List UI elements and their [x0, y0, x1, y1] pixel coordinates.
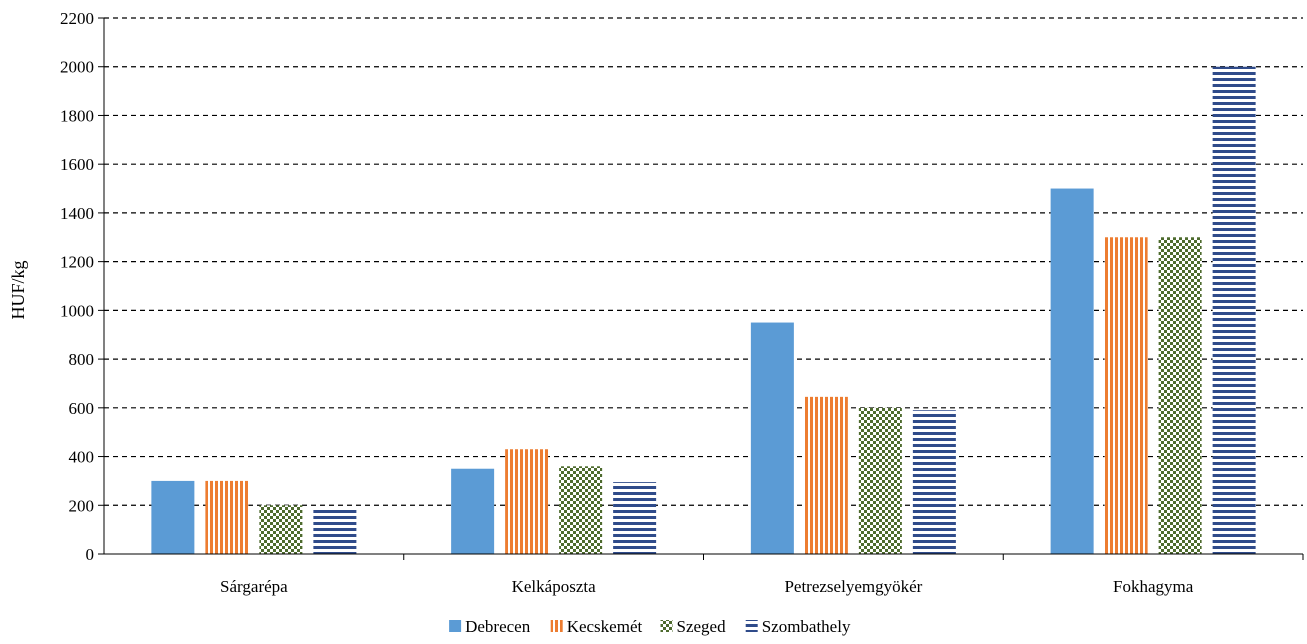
x-category-label: Kelkáposzta — [512, 577, 596, 596]
bar-szombathely — [613, 482, 657, 554]
bars — [151, 66, 1256, 555]
x-category-label: Fokhagyma — [1113, 577, 1194, 596]
bar-szeged — [1158, 237, 1202, 555]
y-tick-label: 800 — [69, 350, 95, 369]
y-tick-label: 2000 — [60, 58, 94, 77]
bar-kecskemét — [804, 396, 848, 554]
axes: 0 200 400 600 800 1000 1200 1400 1600 1800 2000 220… — [60, 9, 1304, 596]
y-tick-label: 200 — [69, 496, 95, 515]
legend-label: Kecskemét — [567, 617, 643, 636]
y-tick-label: 1000 — [60, 301, 94, 320]
gridlines — [104, 17, 1303, 506]
x-category-label: Petrezselyemgyökér — [784, 577, 922, 596]
x-category-label: Sárgarépa — [220, 577, 288, 596]
y-tick-label: 600 — [69, 399, 95, 418]
y-tick-label: 1200 — [60, 253, 94, 272]
legend-swatch-szeged — [660, 620, 673, 632]
legend-label: Szeged — [677, 617, 727, 636]
legend-swatch-debrecen — [449, 620, 462, 632]
legend-swatch-kecskemét — [550, 620, 563, 632]
y-tick-label: 1600 — [60, 155, 94, 174]
bar-debrecen — [750, 322, 794, 554]
bar-szombathely — [1212, 66, 1256, 555]
bar-kecskemét — [1104, 237, 1148, 555]
bar-debrecen — [451, 468, 495, 554]
bar-debrecen — [151, 480, 195, 554]
y-tick-label: 1800 — [60, 106, 94, 125]
bar-szeged — [858, 407, 902, 554]
y-tick-label: 0 — [86, 545, 95, 564]
bar-szeged — [259, 505, 303, 554]
bar-szombathely — [912, 410, 956, 554]
bar-debrecen — [1050, 188, 1094, 554]
bar-szeged — [559, 466, 603, 554]
y-tick-label: 400 — [69, 448, 95, 467]
legend-label: Debrecen — [465, 617, 531, 636]
legend-label: Szombathely — [762, 617, 851, 636]
bar-szombathely — [313, 508, 357, 554]
bar-kecskemét — [505, 449, 549, 554]
y-axis-label: HUF/kg — [8, 260, 28, 319]
legend-swatch-szombathely — [745, 620, 758, 632]
y-tick-label: 1400 — [60, 204, 94, 223]
y-tick-label: 2200 — [60, 9, 94, 28]
bar-kecskemét — [205, 480, 249, 554]
legend: Debrecen Kecskemét Szeged Szombathely — [449, 617, 851, 636]
